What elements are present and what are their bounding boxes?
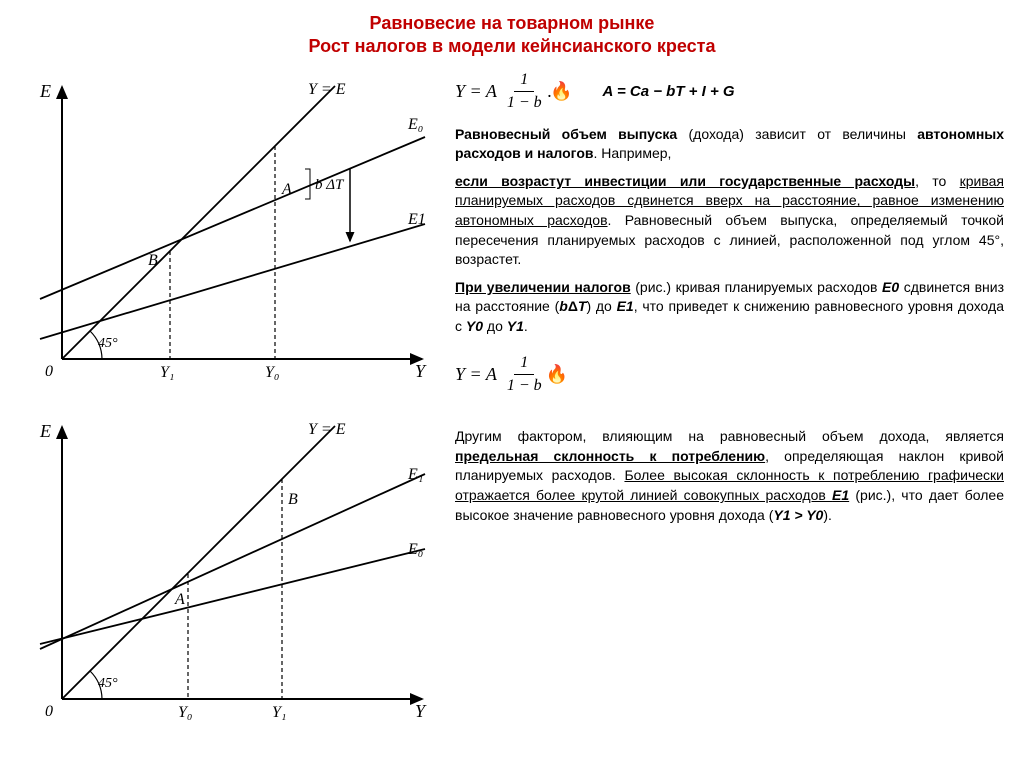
label-y: Y bbox=[415, 701, 427, 721]
p1-t1: Равновесный объем выпуска bbox=[455, 126, 677, 142]
line-45 bbox=[62, 426, 335, 699]
formula-row: Y = A 1 1 − b . 🔥 A = Ca − bT + I + G bbox=[455, 69, 1004, 115]
label-zero: 0 bbox=[45, 363, 53, 380]
paragraph-2: если возрастут инвестиции или государств… bbox=[455, 172, 1004, 270]
label-ye: Y = E bbox=[308, 421, 346, 438]
formula-3-wrap: Y = A 1 1 − b 🔥 bbox=[455, 352, 1004, 398]
label-e1: E₁ bbox=[407, 466, 423, 483]
flame-icon: 🔥 bbox=[546, 362, 568, 387]
formula-2: A = Ca − bT + I + G bbox=[603, 81, 735, 102]
line-e1 bbox=[40, 224, 425, 339]
p3-t14: . bbox=[524, 318, 528, 334]
label-e: E bbox=[39, 81, 51, 101]
line-e1 bbox=[40, 474, 425, 649]
p1-t4: . Например, bbox=[593, 145, 671, 161]
f1-lhs: Y = A bbox=[455, 79, 497, 104]
line-e0 bbox=[40, 137, 425, 299]
p2-t1: если возрастут инвестиции или государств… bbox=[455, 173, 915, 189]
label-y0: Y₀ bbox=[178, 704, 192, 721]
p3-t8: ) до bbox=[586, 298, 616, 314]
p3-t9: E1 bbox=[617, 298, 634, 314]
label-y1: Y₁ bbox=[160, 364, 174, 381]
chart-top: E Y 0 Y = E 45° E₀ E1 Y₀ Y₁ A B bbox=[20, 69, 440, 399]
line-45 bbox=[62, 86, 335, 359]
f3-lhs: Y = A bbox=[455, 362, 497, 387]
p4-t7: Y1 > Y0 bbox=[773, 507, 823, 523]
label-e: E bbox=[39, 421, 51, 441]
p3-t3: E0 bbox=[882, 279, 899, 295]
p3-t6: Δ bbox=[568, 298, 578, 314]
text-column: Y = A 1 1 − b . 🔥 A = Ca − bT + I + G Ра… bbox=[455, 69, 1004, 739]
p4-t5: E1 bbox=[832, 487, 849, 503]
p3-t12: до bbox=[483, 318, 507, 334]
paragraph-4: Другим фактором, влияющим на равновесный… bbox=[455, 427, 1004, 525]
p1-t2: (дохода) зависит от величины bbox=[677, 126, 917, 142]
label-angle: 45° bbox=[98, 676, 118, 691]
p3-t5: b bbox=[559, 298, 568, 314]
p3-t13: Y1 bbox=[507, 318, 524, 334]
paragraph-1: Равновесный объем выпуска (дохода) завис… bbox=[455, 125, 1004, 164]
label-zero: 0 bbox=[45, 703, 53, 720]
p3-t11: Y0 bbox=[466, 318, 483, 334]
formula-1: Y = A 1 1 − b . 🔥 bbox=[455, 69, 573, 115]
charts-column: E Y 0 Y = E 45° E₀ E1 Y₀ Y₁ A B bbox=[20, 69, 440, 739]
p3-t1: При увеличении налогов bbox=[455, 279, 631, 295]
label-e0: E₀ bbox=[407, 541, 423, 558]
p4-t2: предельная склонность к потреблению bbox=[455, 448, 765, 464]
label-ye: Y = E bbox=[308, 81, 346, 98]
title-line2: Рост налогов в модели кейнсианского крес… bbox=[309, 36, 716, 56]
label-y0: Y₀ bbox=[265, 364, 279, 381]
bracket-icon bbox=[305, 169, 310, 199]
label-e1: E1 bbox=[407, 211, 426, 228]
label-bdt: b ΔT bbox=[315, 177, 345, 193]
label-b: B bbox=[288, 491, 298, 508]
f3-den: 1 − b bbox=[501, 375, 548, 397]
flame-icon: 🔥 bbox=[550, 79, 572, 104]
p4-t1: Другим фактором, влияющим на равновесный… bbox=[455, 428, 1004, 444]
paragraph-3: При увеличении налогов (рис.) кривая пла… bbox=[455, 278, 1004, 337]
f1-num: 1 bbox=[514, 69, 534, 92]
label-e0: E₀ bbox=[407, 116, 423, 133]
label-angle: 45° bbox=[98, 336, 118, 351]
p3-t2: (рис.) кривая планируемых расходов bbox=[631, 279, 882, 295]
title-line1: Равновесие на товарном рынке bbox=[370, 13, 655, 33]
f1-den: 1 − b bbox=[501, 92, 548, 114]
label-y: Y bbox=[415, 361, 427, 381]
label-y1: Y₁ bbox=[272, 704, 286, 721]
p2-t2: , то bbox=[915, 173, 960, 189]
page-title: Равновесие на товарном рынке Рост налого… bbox=[20, 12, 1004, 59]
label-a: A bbox=[281, 181, 292, 198]
p4-t8: ). bbox=[823, 507, 832, 523]
formula-3: Y = A 1 1 − b 🔥 bbox=[455, 352, 1004, 398]
chart-bottom: E Y 0 Y = E 45° E₀ E₁ Y₀ Y₁ A B bbox=[20, 409, 440, 739]
f3-num: 1 bbox=[514, 352, 534, 375]
line-e0 bbox=[40, 549, 425, 644]
label-a: A bbox=[174, 591, 185, 608]
content-area: E Y 0 Y = E 45° E₀ E1 Y₀ Y₁ A B bbox=[20, 69, 1004, 739]
label-b: B bbox=[148, 252, 158, 269]
